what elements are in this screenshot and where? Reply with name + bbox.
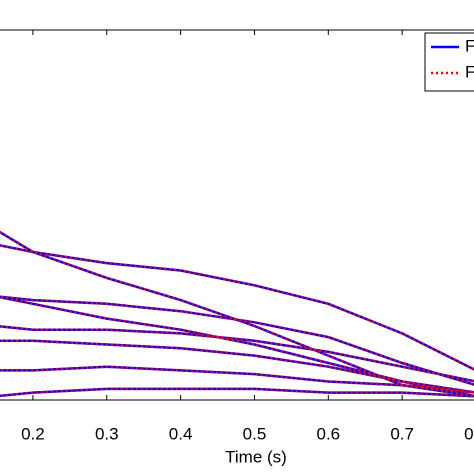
series-line xyxy=(0,244,474,371)
x-tick-label: 0.3 xyxy=(95,424,119,443)
series-line xyxy=(0,230,474,398)
x-tick-label: 0.4 xyxy=(169,424,193,443)
x-tick-label: 0.7 xyxy=(390,424,414,443)
legend-label: F xyxy=(465,36,474,55)
legend-box xyxy=(424,32,474,92)
legend-label: F xyxy=(465,62,474,81)
series-line xyxy=(0,339,474,394)
x-tick-label: 0.2 xyxy=(21,424,45,443)
series-line xyxy=(0,365,474,394)
series-line xyxy=(0,325,474,383)
x-axis-label: Time (s) xyxy=(225,447,287,466)
series-line xyxy=(0,295,474,398)
series-line xyxy=(0,295,474,386)
series-line xyxy=(0,244,474,371)
x-tick-label: 0.8 xyxy=(464,424,474,443)
x-tick-label: 0.6 xyxy=(316,424,340,443)
x-tick-label: 0.5 xyxy=(243,424,267,443)
plot-frame xyxy=(0,29,474,401)
series-line xyxy=(0,230,474,398)
series-line xyxy=(0,387,474,398)
